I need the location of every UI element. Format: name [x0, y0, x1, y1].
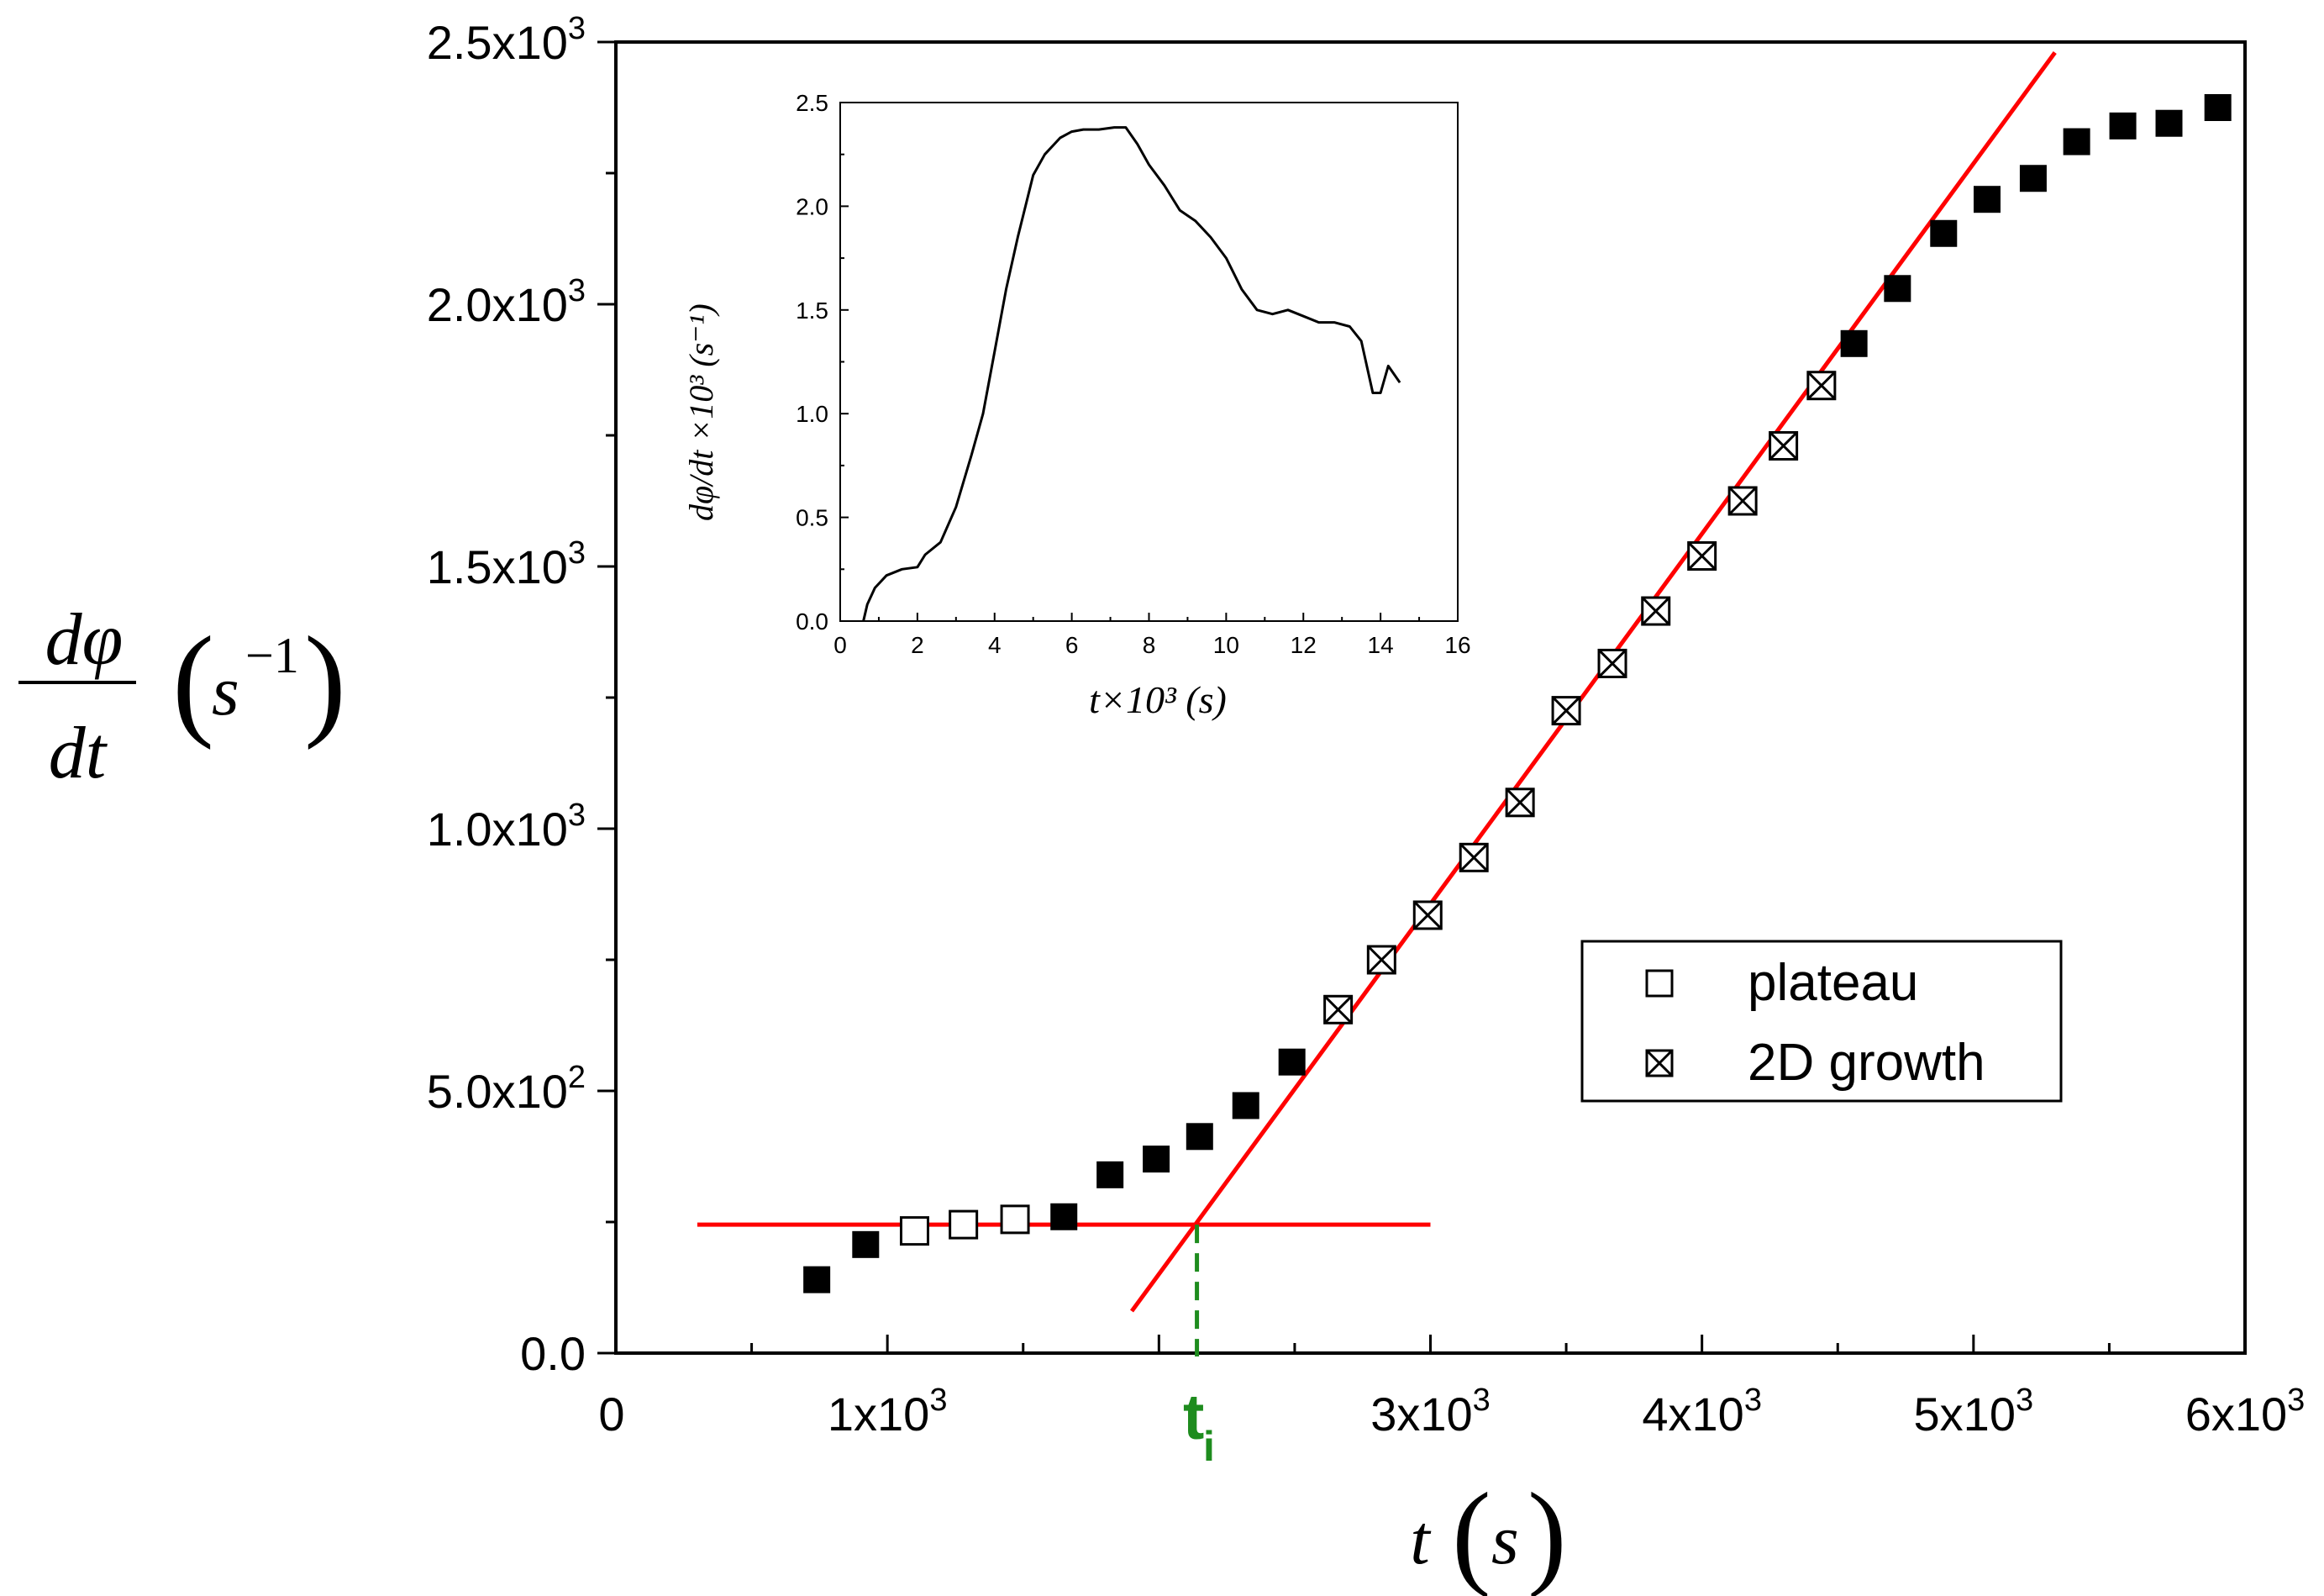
inset-y-axis-label: dφ/dt ×10³ (s⁻¹): [682, 303, 720, 521]
data-point-growth: [1505, 787, 1535, 818]
data-point-filled: [1050, 1203, 1078, 1230]
inset-axes: 0 2 4 6 8 10 12 14 16 0.0 0.5 1.0 1.5 2.0 2.5: [796, 90, 1471, 658]
y-tick-label: 5.0x102: [427, 1060, 586, 1118]
data-point-growth: [1459, 842, 1489, 872]
data-point-growth: [1412, 900, 1443, 930]
main-data-points: [803, 94, 2232, 1293]
data-point-filled: [2063, 128, 2090, 155]
x-tick-label: 6x103: [2185, 1383, 2306, 1441]
inset-x-tick-label: 16: [1444, 632, 1470, 658]
data-point-filled: [1930, 219, 1958, 247]
data-point-filled: [2155, 109, 2183, 137]
inset-x-tick-label: 6: [1065, 632, 1079, 658]
main-axes: 0 1x103 3x103 4x103 5x103 6x103 0.0 5.0x102 1.0x…: [427, 11, 2306, 1441]
data-point-filled: [2109, 112, 2137, 140]
x-label-open-paren: (: [1452, 1469, 1491, 1596]
data-point-growth: [1641, 596, 1671, 626]
data-point-growth: [1597, 648, 1627, 678]
data-point-plateau: [949, 1209, 979, 1240]
y-tick-label: 2.0x103: [427, 273, 586, 331]
data-point-plateau: [1000, 1204, 1030, 1235]
inset-x-tick-label: 14: [1368, 632, 1394, 658]
data-point-growth: [1323, 994, 1354, 1024]
legend-growth-marker: [1645, 1049, 1674, 1077]
legend-growth-label: 2D growth: [1748, 1034, 1985, 1092]
y-tick-label: 2.5x103: [427, 11, 586, 69]
inset-y-tick-label: 0.5: [796, 505, 828, 531]
x-tick-label: 0: [598, 1388, 624, 1441]
x-tick-label: 4x103: [1642, 1383, 1762, 1441]
x-label-variable: t: [1410, 1501, 1432, 1579]
data-point-filled: [1973, 186, 2001, 213]
main-y-axis-label: dφ dt ( s −1 ): [18, 599, 346, 794]
legend-plateau-marker: [1645, 969, 1674, 998]
y-tick-label: 1.5x103: [427, 535, 586, 593]
inset-x-tick-label: 12: [1291, 632, 1317, 658]
inset-x-tick-label: 4: [988, 632, 1002, 658]
data-point-growth: [1687, 541, 1717, 572]
inset-chart: 0 2 4 6 8 10 12 14 16 0.0 0.5 1.0 1.5 2.0 2.5 dφ/dt ×1…: [682, 90, 1471, 721]
inset-y-tick-label: 1.5: [796, 298, 828, 324]
data-point-growth: [1727, 486, 1758, 516]
data-point-filled: [1884, 275, 1911, 303]
y-label-denominator: dt: [49, 713, 108, 794]
inset-x-tick-label: 2: [911, 632, 924, 658]
inset-y-tick-label: 0.0: [796, 608, 828, 635]
inset-series: [862, 126, 1401, 622]
x-label-unit: s: [1491, 1501, 1519, 1579]
ti-marker-label: t i: [1183, 1382, 1215, 1470]
growth-fit-line: [1130, 51, 2057, 1313]
data-point-filled: [852, 1230, 880, 1258]
data-point-filled: [803, 1266, 831, 1293]
data-point-filled: [1840, 329, 1868, 357]
data-point-filled: [1278, 1048, 1306, 1076]
inset-y-label: dφ/dt ×10³ (s⁻¹): [682, 303, 720, 521]
data-point-filled: [1186, 1123, 1213, 1151]
data-point-filled: [1143, 1146, 1170, 1173]
data-point-filled: [1096, 1161, 1124, 1188]
inset-x-tick-label: 10: [1213, 632, 1239, 658]
inset-y-tick-label: 2.5: [796, 90, 828, 116]
ti-label: t: [1183, 1382, 1204, 1453]
inset-x-tick-label: 0: [833, 632, 847, 658]
data-point-filled: [2019, 165, 2047, 192]
y-label-close-paren: ): [304, 611, 346, 751]
ti-subscript: i: [1203, 1423, 1215, 1470]
legend-plateau-label: plateau: [1748, 954, 1918, 1012]
main-x-axis-label: t ( s ): [1410, 1469, 1566, 1596]
inset-line-series: [862, 126, 1401, 622]
data-point-growth: [1806, 371, 1837, 401]
y-label-unit: s: [212, 652, 239, 730]
data-point-filled: [2204, 94, 2232, 121]
data-point-plateau: [899, 1216, 929, 1246]
y-label-unit-exponent: −1: [245, 628, 299, 683]
data-point-growth: [1551, 696, 1581, 726]
x-label-close-paren: ): [1527, 1469, 1567, 1596]
inset-x-label: t×10³ (s): [1089, 678, 1227, 721]
x-tick-label: 3x103: [1370, 1383, 1491, 1441]
data-point-growth: [1769, 430, 1799, 461]
data-point-growth: [1366, 945, 1396, 975]
y-label-open-paren: (: [172, 611, 214, 751]
inset-y-tick-label: 2.0: [796, 193, 828, 219]
y-label-numerator: dφ: [45, 599, 124, 681]
inset-y-tick-label: 1.0: [796, 401, 828, 427]
y-tick-label: 1.0x103: [427, 798, 586, 856]
inset-x-tick-label: 8: [1143, 632, 1156, 658]
y-tick-label: 0.0: [520, 1327, 586, 1380]
data-point-filled: [1232, 1092, 1259, 1119]
x-tick-label: 1x103: [828, 1383, 948, 1441]
x-tick-label: 5x103: [1914, 1383, 2034, 1441]
legend: plateau 2D growth: [1580, 940, 2063, 1103]
